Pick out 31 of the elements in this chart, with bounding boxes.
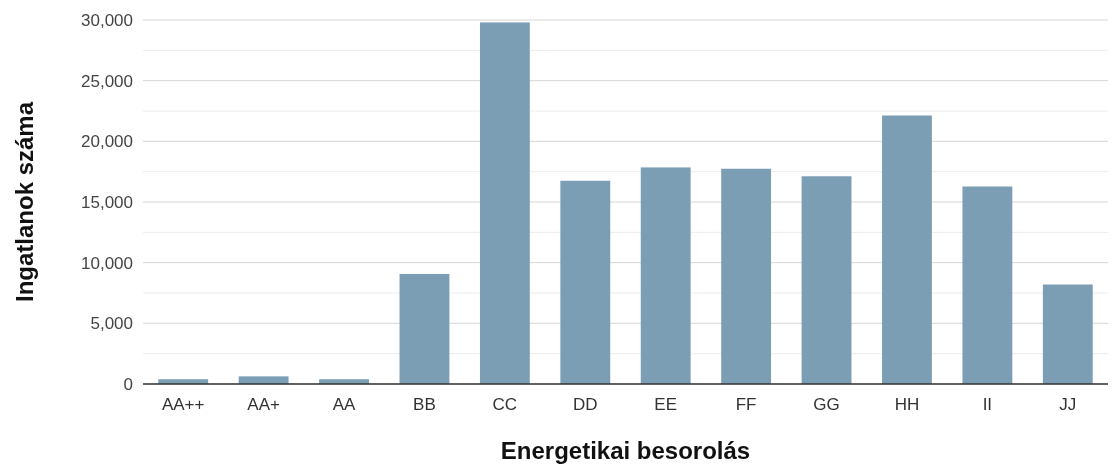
bar [640,167,691,384]
y-tick-label: 10,000 [81,253,133,273]
x-tick-label: DD [573,395,598,414]
y-tick-label: 25,000 [81,71,133,91]
x-tick-label: EE [654,395,678,414]
x-tick-label: AA++ [161,395,205,414]
x-tick-label: GG [813,395,840,414]
x-tick-label: BB [413,395,436,414]
x-tick-label: AA [332,395,357,414]
x-tick-label: AA+ [247,395,280,414]
y-tick-label: 0 [123,374,133,394]
bar [238,376,289,384]
bar [399,273,450,384]
y-axis-title: Ingatlanok száma [11,101,38,303]
bar [1042,284,1093,384]
x-tick-label: II [982,395,993,414]
bar [721,168,772,384]
x-axis-title: Energetikai besorolás [500,437,751,464]
x-tick-label: FF [735,395,757,414]
y-tick-label: 20,000 [81,132,133,152]
x-tick-label: CC [492,395,518,414]
bar [801,176,852,384]
x-tick-label: HH [894,395,920,414]
bar [479,22,530,384]
bar [962,186,1013,384]
bar [882,115,932,384]
bar [560,180,611,384]
x-tick-label: JJ [1059,395,1077,414]
y-tick-label: 5,000 [90,314,133,334]
y-tick-label: 30,000 [81,10,133,30]
y-tick-label: 15,000 [81,192,133,212]
